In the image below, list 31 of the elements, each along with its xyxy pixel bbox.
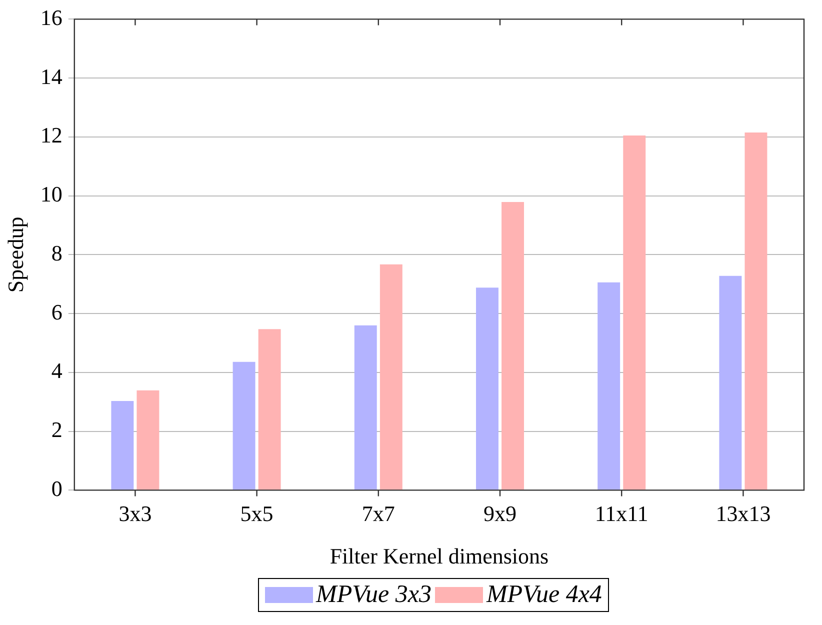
bar xyxy=(502,202,524,490)
y-tick-label: 2 xyxy=(51,417,62,442)
bar xyxy=(476,288,498,490)
x-axis-title: Filter Kernel dimensions xyxy=(330,544,549,569)
x-tick-label: 11x11 xyxy=(594,501,648,526)
bar xyxy=(136,390,160,490)
legend-label: MPVue 4x4 xyxy=(486,581,602,609)
y-tick-label: 4 xyxy=(51,358,62,384)
legend-label: MPVue 3x3 xyxy=(316,581,432,609)
y-tick-label: 8 xyxy=(51,240,62,266)
bar xyxy=(719,276,742,490)
x-tick-label: 3x3 xyxy=(118,501,152,526)
x-tick-label: 13x13 xyxy=(716,501,771,526)
bar xyxy=(380,264,402,490)
y-tick-label: 0 xyxy=(51,476,62,501)
y-tick-label: 16 xyxy=(40,4,62,30)
x-tick-label: 9x9 xyxy=(484,501,516,526)
bar xyxy=(258,329,281,490)
bar xyxy=(598,282,620,490)
bar xyxy=(232,362,256,490)
y-tick-label: 12 xyxy=(40,122,62,148)
bar xyxy=(111,401,134,490)
y-tick-label: 14 xyxy=(40,64,62,89)
bar xyxy=(354,325,377,490)
bar xyxy=(744,132,768,490)
y-tick-label: 6 xyxy=(51,299,62,324)
y-axis-title: Speedup xyxy=(2,216,28,293)
y-tick-label: 10 xyxy=(40,182,62,207)
bar xyxy=(623,135,646,490)
x-tick-label: 7x7 xyxy=(362,501,395,526)
x-tick-label: 5x5 xyxy=(240,501,274,526)
